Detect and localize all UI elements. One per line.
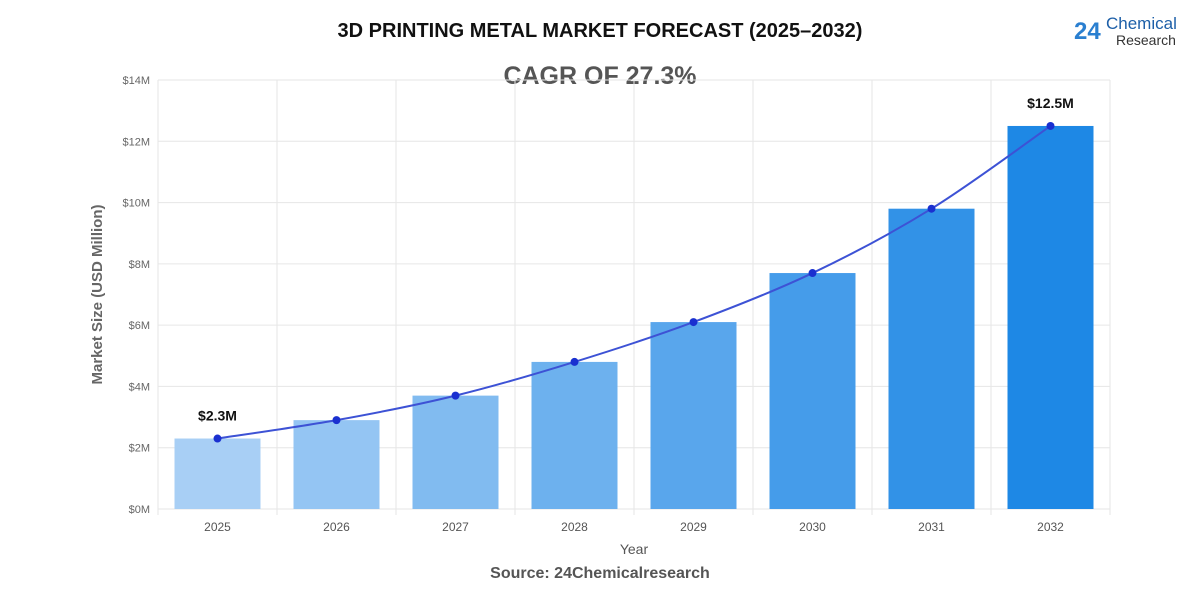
bar-2030 xyxy=(769,273,856,509)
data-point-2026 xyxy=(332,416,341,425)
data-point-2028 xyxy=(570,357,579,366)
x-tick-label: 2025 xyxy=(204,520,231,534)
data-point-2027 xyxy=(451,391,460,400)
y-tick-label: $10M xyxy=(122,198,150,210)
x-tick-label: 2027 xyxy=(442,520,469,534)
bar-2026 xyxy=(293,420,380,509)
y-tick-label: $12M xyxy=(122,136,150,148)
x-axis-label: Year xyxy=(620,541,649,557)
x-tick-label: 2029 xyxy=(680,520,707,534)
source-text: Source: 24Chemicalresearch xyxy=(490,565,710,582)
cagr-subtitle: CAGR OF 27.3% xyxy=(503,62,697,90)
y-tick-label: $0M xyxy=(129,504,150,516)
bar-2028 xyxy=(531,361,618,509)
bar-2032 xyxy=(1007,125,1094,509)
x-tick-label: 2030 xyxy=(799,520,826,534)
y-axis-label: Market Size (USD Million) xyxy=(89,204,106,384)
logo-line1: Chemical xyxy=(1106,14,1177,33)
x-tick-label: 2031 xyxy=(918,520,945,534)
data-label-2032: $12.5M xyxy=(1027,95,1074,111)
x-tick-label: 2032 xyxy=(1037,520,1064,534)
data-point-2030 xyxy=(808,269,817,278)
y-tick-label: $2M xyxy=(129,443,150,455)
data-point-2032 xyxy=(1046,121,1055,130)
x-tick-label: 2028 xyxy=(561,520,588,534)
bar-2029 xyxy=(650,322,737,509)
data-point-2029 xyxy=(689,318,698,327)
bar-2031 xyxy=(888,208,975,509)
logo: 24 Chemical Research xyxy=(1072,12,1192,48)
bar-2027 xyxy=(412,395,499,509)
y-tick-label: $6M xyxy=(129,320,150,332)
y-tick-label: $14M xyxy=(122,75,150,87)
bar-2025 xyxy=(174,438,261,509)
logo-number: 24 xyxy=(1074,18,1101,45)
data-point-2031 xyxy=(927,204,936,213)
data-label-2025: $2.3M xyxy=(198,408,237,424)
logo-line2: Research xyxy=(1116,32,1176,48)
chart-title: 3D PRINTING METAL MARKET FORECAST (2025–… xyxy=(337,20,863,42)
data-point-2025 xyxy=(213,434,222,443)
x-tick-label: 2026 xyxy=(323,520,350,534)
y-tick-label: $8M xyxy=(129,259,150,271)
y-tick-label: $4M xyxy=(129,381,150,393)
